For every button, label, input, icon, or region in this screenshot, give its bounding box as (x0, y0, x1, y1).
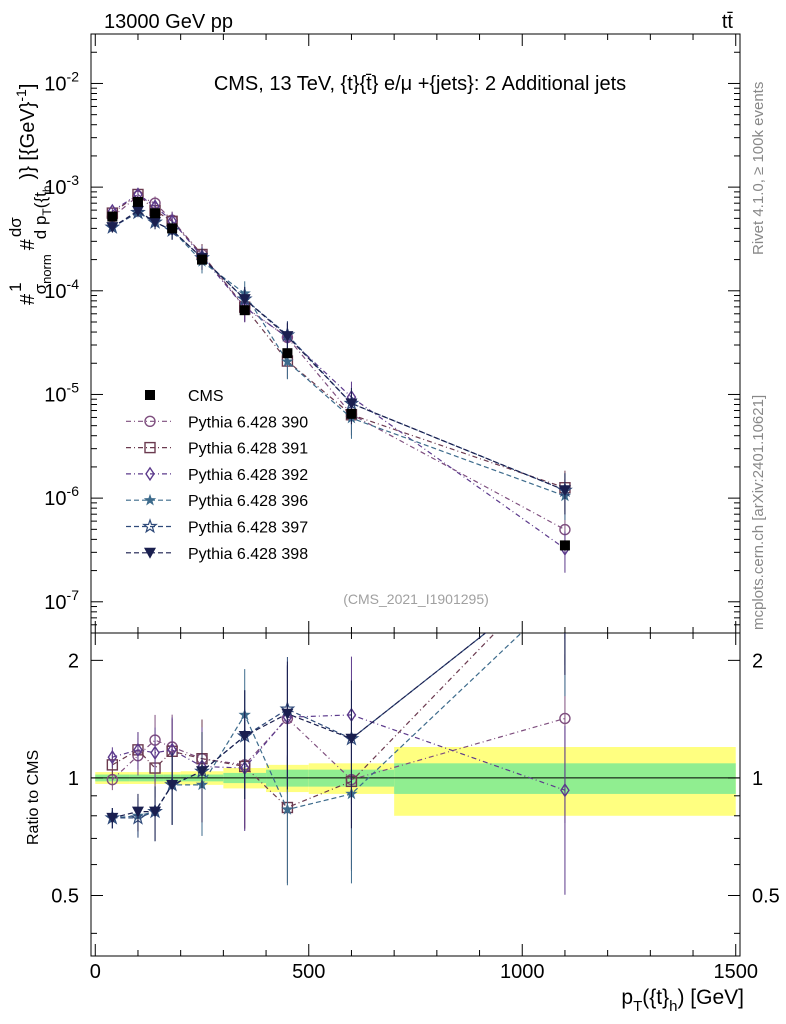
legend-marker (145, 466, 155, 482)
beam-label: 13000 GeV pp (104, 11, 233, 33)
legend-marker-cms (145, 390, 155, 400)
mc-point-ratio (131, 806, 144, 818)
mc-point-ratio (166, 779, 179, 791)
mc-line-main (112, 211, 566, 491)
legend-label: Pythia 6.428 391 (188, 441, 308, 458)
cms-data-point (132, 196, 143, 207)
cms-data-point (107, 211, 118, 222)
mc-point-ratio (150, 745, 160, 761)
legend-label: Pythia 6.428 397 (188, 520, 308, 537)
legend-label: Pythia 6.428 390 (188, 414, 308, 431)
mc-point-main (345, 398, 358, 410)
mc-point-ratio (149, 806, 162, 818)
mc-point-ratio (281, 708, 294, 720)
process-label: tt̄ (722, 11, 734, 33)
x-axis-label: pT({t}h) [GeV] (621, 986, 744, 1015)
rivet-label: Rivet 4.1.0, ≥ 100k events (750, 82, 767, 255)
legend-marker (144, 441, 156, 454)
mc-point-ratio (560, 782, 570, 798)
legend-label: Pythia 6.428 392 (188, 467, 308, 484)
mc-line-main (112, 210, 566, 491)
cms-data-point (150, 208, 161, 219)
mc-point-main (106, 222, 119, 234)
mc-line-main (112, 193, 566, 550)
analysis-tag: (CMS_2021_I1901295) (343, 591, 489, 607)
main-series-layer (104, 187, 573, 573)
mc-point-ratio (345, 733, 358, 745)
legend-label-cms: CMS (188, 388, 224, 405)
mc-point-ratio (107, 749, 118, 765)
mc-point-main (238, 294, 251, 306)
mc-point-main (558, 485, 571, 497)
y-tick-label: 10-5 (44, 379, 79, 406)
cms-data-point (282, 348, 293, 359)
mc-point-ratio (238, 731, 251, 743)
y-tick-label: 10-7 (44, 587, 79, 614)
mc-point-ratio (106, 812, 119, 824)
ratio-series-layer (104, 585, 571, 895)
legend-marker (144, 547, 156, 559)
x-tick-label: 0 (90, 961, 101, 983)
legend: CMS Pythia 6.428 390 Pythia 6.428 391 Pythi… (126, 388, 308, 563)
x-tick-label: 1000 (500, 961, 545, 983)
mcplots-label: mcplots.cern.ch [arXiv:2401.10621] (750, 395, 767, 630)
data-points-layer (107, 196, 570, 551)
cms-data-point (239, 305, 250, 316)
mc-point-main (149, 217, 162, 229)
ratio-tick-label-left: 0.5 (51, 886, 79, 908)
mc-point-main (281, 355, 294, 367)
legend-marker (142, 518, 158, 534)
legend-label: Pythia 6.428 398 (188, 546, 308, 563)
ratio-bands (95, 747, 736, 816)
ratio-tick-label-right: 0.5 (752, 886, 780, 908)
ratio-tick-label-right: 1 (752, 768, 763, 790)
legend-marker (143, 493, 157, 506)
ratio-frame (90, 632, 741, 957)
y-tick-label: 10-6 (44, 483, 79, 510)
mc-point-main (131, 205, 144, 217)
legend-label: Pythia 6.428 396 (188, 493, 308, 510)
main-frame (90, 33, 741, 634)
y-tick-label: 10-4 (44, 276, 79, 303)
mc-line-ratio (112, 714, 566, 791)
y-tick-label: 10-3 (44, 172, 79, 199)
ratio-tick-label-right: 2 (752, 650, 763, 672)
mc-point-ratio (196, 766, 209, 778)
cms-data-point (167, 223, 178, 234)
cms-data-point (346, 408, 357, 419)
mc-point-ratio (559, 712, 571, 725)
mc-line-main (112, 211, 566, 497)
mc-point-ratio (281, 803, 294, 815)
y-tick-label: 10-2 (44, 68, 79, 95)
mc-line-main (111, 195, 566, 531)
chart-title: CMS, 13 TeV, {t}{t̄} e/μ +{jets}: 2 Addi… (214, 73, 626, 95)
mc-point-ratio (133, 742, 143, 758)
legend-marker (144, 415, 156, 427)
axis-ticks: 0 500 1000 1500 10-7 10-6 10-5 10-4 10-3 10-2 0.5 0… (44, 33, 780, 983)
x-tick-label: 500 (292, 961, 325, 983)
mc-point-main (281, 331, 294, 343)
ratio-y-label: Ratio to CMS (25, 750, 42, 845)
mc-point-ratio (559, 585, 571, 597)
cms-data-point (559, 540, 570, 551)
cms-data-point (197, 254, 208, 265)
x-tick-label: 1500 (713, 961, 758, 983)
y-axis-label: #1 σnorm#dσ d pT({th)} [{GeV}-1] (6, 84, 54, 305)
ratio-tick-label-left: 2 (68, 650, 79, 672)
ratio-tick-label-left: 1 (68, 768, 79, 790)
